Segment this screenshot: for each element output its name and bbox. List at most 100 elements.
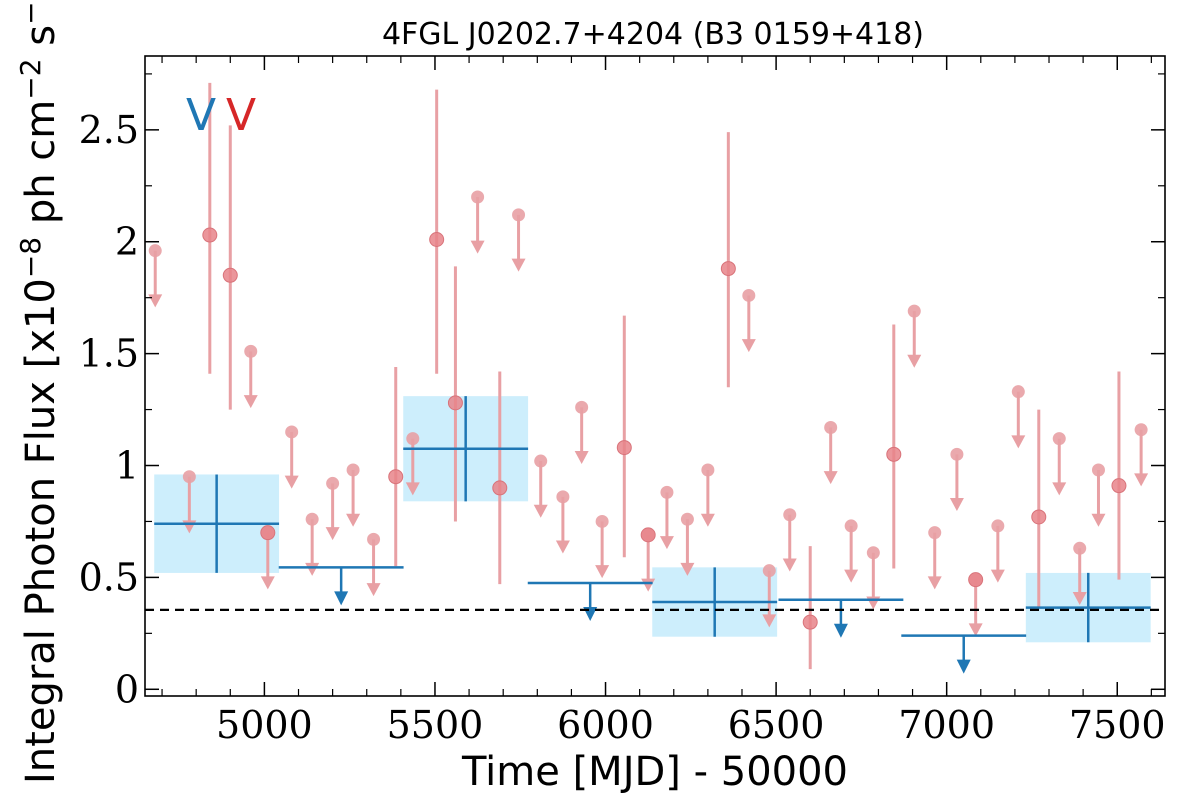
x-tick-label: 7000 — [898, 703, 995, 747]
red-upper-limit-point — [680, 512, 694, 526]
red-upper-limit-point — [991, 519, 1005, 533]
red-upper-limit-point — [701, 463, 715, 477]
y-tick-label: 0 — [115, 667, 139, 711]
red-upper-limit-arrow — [762, 614, 777, 628]
red-upper-limit-point — [244, 344, 258, 358]
red-upper-limit-point — [660, 485, 674, 499]
shaded-bin-regions — [154, 396, 1151, 643]
red-upper-limit-arrow — [346, 513, 361, 527]
red-data-point — [640, 527, 656, 543]
red-upper-limit-arrow — [927, 576, 942, 590]
red-upper-limit-arrow — [1072, 592, 1087, 606]
y-tick-label: 1.5 — [79, 332, 139, 376]
legend-label-blue: V — [186, 90, 216, 141]
red-upper-limit-arrow — [148, 294, 163, 308]
red-upper-limit-arrow — [1011, 435, 1026, 449]
y-tick-labels: 0 0.5 1 1.5 2 2.5 — [79, 108, 139, 711]
red-upper-limit-point — [824, 420, 838, 434]
red-upper-limit-point — [406, 432, 420, 446]
red-upper-limit-point — [844, 519, 858, 533]
red-data-point — [968, 572, 984, 588]
red-upper-limit-arrow — [866, 596, 881, 610]
y-tick-label: 0.5 — [79, 555, 139, 599]
red-upper-limit-point — [471, 190, 485, 204]
plot-frame — [144, 55, 1166, 697]
x-tick-label: 5500 — [387, 703, 484, 747]
red-upper-limit-arrow — [325, 527, 340, 541]
red-upper-limit-arrow — [511, 258, 526, 272]
red-upper-limit-arrow — [990, 569, 1005, 583]
red-upper-limit-point — [907, 304, 921, 318]
red-upper-limit-arrow — [1134, 473, 1149, 487]
y-tick-label: 1 — [115, 444, 139, 488]
red-upper-limit-point — [556, 490, 570, 504]
red-upper-limit-point — [575, 400, 589, 414]
red-upper-limit-point — [1091, 463, 1105, 477]
red-upper-limit-arrow — [1052, 482, 1067, 496]
red-upper-limit-point — [742, 288, 756, 302]
red-upper-limit-arrow — [907, 354, 922, 368]
red-upper-limit-arrow — [595, 565, 610, 579]
red-upper-limit-point — [1011, 385, 1025, 399]
red-data-point — [1111, 478, 1127, 494]
y-axis-label: Integral Photon Flux [x10−8 ph cm−2 s−1] — [14, 0, 64, 784]
red-upper-limit-arrow — [260, 576, 275, 590]
red-upper-limit-arrow — [284, 475, 299, 489]
red-upper-limit-arrow — [470, 240, 485, 254]
x-tick-label: 6500 — [728, 703, 825, 747]
x-tick-labels: 5000 5500 6000 6500 7000 7500 — [216, 703, 1166, 747]
red-upper-limit-point — [928, 526, 942, 540]
red-upper-limit-point — [305, 512, 319, 526]
legend-label-red: V — [226, 90, 256, 141]
red-upper-limit-arrow — [555, 540, 570, 554]
short-bin-series — [148, 82, 1149, 670]
blue-upper-limit-arrow — [956, 659, 971, 674]
red-upper-limit-arrow — [405, 482, 420, 496]
red-upper-limit-point — [148, 244, 162, 258]
red-data-point — [802, 614, 818, 630]
red-upper-limit-arrow — [700, 513, 715, 527]
red-upper-limit-arrow — [680, 562, 695, 576]
red-data-point — [616, 440, 632, 456]
red-upper-limit-point — [950, 447, 964, 461]
x-tick-label: 7500 — [1069, 703, 1166, 747]
red-upper-limit-arrow — [741, 339, 756, 353]
red-upper-limit-arrow — [968, 623, 983, 637]
blue-upper-limit-arrow — [833, 623, 848, 638]
red-upper-limit-point — [512, 208, 526, 222]
red-data-point — [222, 267, 238, 283]
red-upper-limit-arrow — [243, 395, 258, 409]
red-upper-limit-point — [1134, 423, 1148, 437]
red-upper-limit-point — [182, 470, 196, 484]
long-bin-series — [154, 396, 1151, 674]
y-tick-label: 2 — [115, 220, 139, 264]
red-upper-limit-point — [285, 425, 299, 439]
x-tick-label: 6000 — [557, 703, 654, 747]
red-data-point — [886, 446, 902, 462]
red-upper-limit-arrow — [533, 504, 548, 518]
red-upper-limit-arrow — [574, 451, 589, 465]
red-upper-limit-point — [534, 454, 548, 468]
red-data-point — [260, 525, 276, 541]
red-upper-limit-point — [866, 546, 880, 560]
red-data-point — [720, 261, 736, 277]
y-tick-label: 2.5 — [79, 108, 139, 152]
red-upper-limit-arrow — [366, 583, 381, 597]
red-data-point — [388, 469, 404, 485]
red-upper-limit-arrow — [823, 471, 838, 485]
red-upper-limit-point — [367, 532, 381, 546]
red-upper-limit-arrow — [659, 536, 674, 550]
red-upper-limit-point — [1073, 541, 1087, 555]
chart-title: 4FGL J0202.7+4204 (B3 0159+418) — [382, 17, 924, 52]
red-upper-limit-point — [346, 463, 360, 477]
red-upper-limit-arrow — [844, 569, 859, 583]
red-data-point — [202, 227, 218, 243]
x-axis-label: Time [MJD] - 50000 — [461, 749, 848, 795]
red-upper-limit-point — [326, 476, 340, 490]
red-data-point — [492, 480, 508, 496]
x-tick-label: 5000 — [216, 703, 313, 747]
red-upper-limit-point — [595, 514, 609, 528]
red-upper-limit-arrow — [1091, 513, 1106, 527]
red-upper-limit-point — [762, 564, 776, 578]
